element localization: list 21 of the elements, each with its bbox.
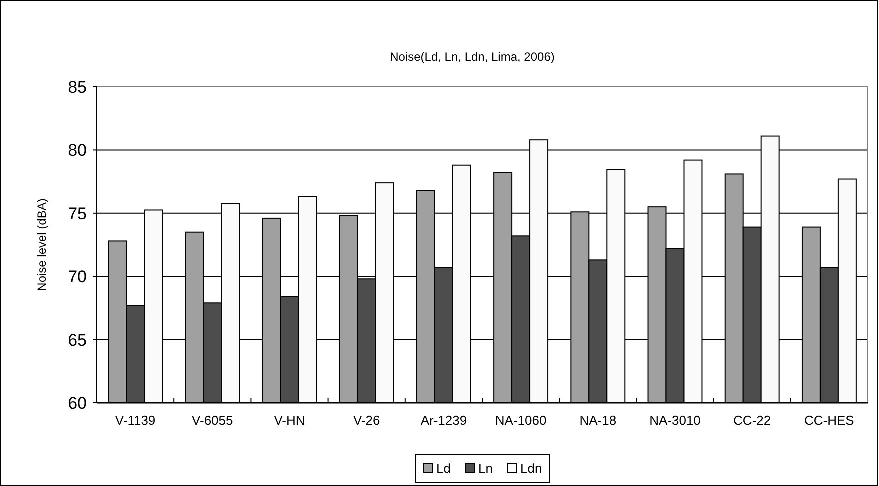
y-tick-label: 85 bbox=[68, 78, 87, 97]
x-tick-label: CC-22 bbox=[734, 413, 772, 428]
x-tick-label: V-26 bbox=[353, 413, 380, 428]
legend-label: Ld bbox=[436, 461, 451, 476]
x-tick-label: V-1139 bbox=[115, 413, 156, 428]
x-tick-label: V-6055 bbox=[192, 413, 234, 428]
x-tick-label: Ar-1239 bbox=[420, 413, 468, 428]
y-tick-label: 80 bbox=[68, 141, 87, 160]
x-tick-label: NA-18 bbox=[580, 413, 617, 428]
y-tick-label: 70 bbox=[68, 268, 87, 287]
y-tick-label: 65 bbox=[68, 330, 87, 350]
y-tick-label: 60 bbox=[68, 394, 87, 413]
x-tick-label: NA-1060 bbox=[495, 413, 547, 428]
legend-label: Ldn bbox=[520, 461, 542, 476]
y-axis-title: Noise level (dBA) bbox=[35, 198, 49, 292]
chart-title: Noise(Ld, Ln, Ldn, Lima, 2006) bbox=[390, 50, 555, 64]
x-tick-label: NA-3010 bbox=[650, 413, 701, 428]
y-tick-label: 75 bbox=[68, 204, 87, 224]
x-tick-label: V-HN bbox=[274, 413, 306, 428]
legend-label: Ln bbox=[478, 461, 493, 476]
x-tick-label: CC-HES bbox=[804, 413, 855, 428]
